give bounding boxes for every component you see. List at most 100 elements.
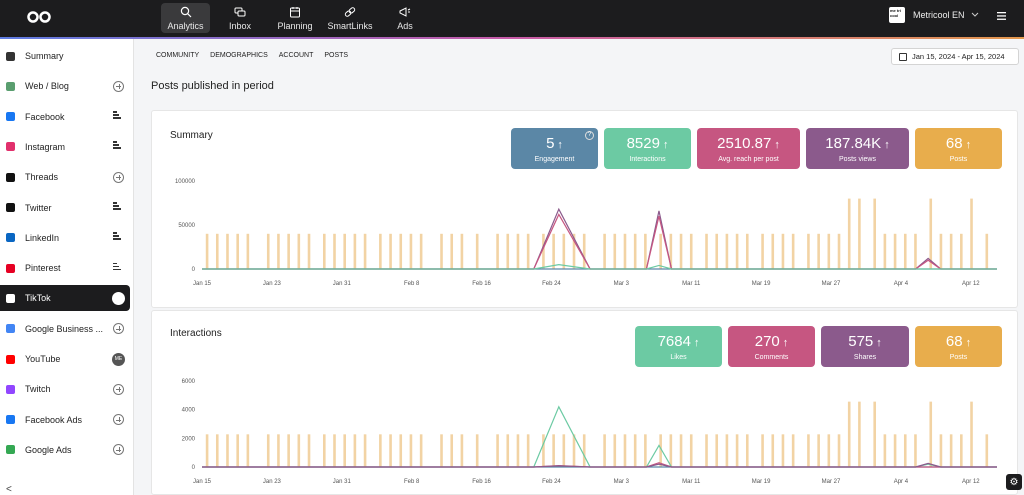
post-bar[interactable]	[333, 434, 336, 467]
post-bar[interactable]	[705, 434, 708, 467]
post-bar[interactable]	[827, 233, 831, 269]
post-bar[interactable]	[389, 233, 392, 269]
nav-ads[interactable]: Ads	[390, 3, 420, 33]
post-bar[interactable]	[669, 233, 673, 269]
sidebar-item-twitter[interactable]: Twitter	[0, 195, 130, 221]
kpi-interactions[interactable]: 8529 ↑ Interactions	[604, 128, 691, 169]
post-bar[interactable]	[353, 434, 357, 467]
post-bar[interactable]	[582, 233, 586, 269]
post-bar[interactable]	[817, 434, 820, 467]
post-bar[interactable]	[297, 233, 301, 269]
stats-bars-icon[interactable]	[113, 202, 124, 213]
account-avatar[interactable]	[112, 291, 125, 305]
post-bar[interactable]	[633, 434, 637, 467]
post-bar[interactable]	[552, 233, 555, 269]
post-bar[interactable]	[460, 434, 464, 467]
post-bar[interactable]	[807, 434, 810, 467]
post-bar[interactable]	[496, 434, 499, 467]
post-bar[interactable]	[516, 434, 520, 467]
post-bar[interactable]	[226, 434, 229, 467]
nav-planning[interactable]: Planning	[272, 3, 318, 33]
post-bar[interactable]	[526, 233, 530, 269]
sidebar-item-threads[interactable]: Threads	[0, 164, 130, 190]
post-bar[interactable]	[582, 434, 586, 467]
post-bar[interactable]	[603, 434, 606, 467]
post-bar[interactable]	[475, 434, 479, 467]
kpi-posts-views[interactable]: 187.84K ↑ Posts views	[806, 128, 909, 169]
post-bar[interactable]	[883, 434, 887, 467]
tab-account[interactable]: ACCOUNT	[278, 52, 314, 59]
post-bar[interactable]	[603, 233, 606, 269]
post-bar[interactable]	[939, 233, 943, 269]
post-bar[interactable]	[287, 233, 290, 269]
sidebar-item-linkedin[interactable]: LinkedIn	[0, 225, 130, 251]
post-bar[interactable]	[307, 233, 311, 269]
post-bar[interactable]	[914, 233, 917, 269]
post-bar[interactable]	[858, 401, 861, 467]
post-bar[interactable]	[613, 233, 617, 269]
sidebar-item-web-blog[interactable]: Web / Blog	[0, 73, 130, 99]
post-bar[interactable]	[343, 434, 346, 467]
post-bar[interactable]	[679, 233, 683, 269]
post-bar[interactable]	[960, 233, 963, 269]
sidebar-item-facebook-ads[interactable]: Facebook Ads	[0, 407, 130, 433]
post-bar[interactable]	[552, 434, 555, 467]
post-bar[interactable]	[781, 233, 785, 269]
post-bar[interactable]	[450, 434, 454, 467]
add-circle-icon[interactable]	[113, 414, 124, 426]
post-bar[interactable]	[689, 233, 693, 269]
post-bar[interactable]	[735, 233, 739, 269]
post-bar[interactable]	[914, 434, 917, 467]
post-bar[interactable]	[572, 434, 576, 467]
post-bar[interactable]	[246, 434, 250, 467]
post-bar[interactable]	[409, 434, 413, 467]
post-bar[interactable]	[827, 434, 831, 467]
post-bar[interactable]	[506, 233, 510, 269]
collapse-sidebar-icon[interactable]: <	[6, 484, 12, 495]
post-bar[interactable]	[409, 233, 413, 269]
post-bar[interactable]	[725, 434, 729, 467]
kpi-avg-reach[interactable]: 2510.87 ↑ Avg. reach per post	[697, 128, 800, 169]
post-bar[interactable]	[266, 434, 270, 467]
post-bar[interactable]	[669, 434, 673, 467]
post-bar[interactable]	[419, 233, 423, 269]
date-range-picker[interactable]: Jan 15, 2024 - Apr 15, 2024	[891, 48, 1019, 65]
post-bar[interactable]	[929, 401, 933, 467]
post-bar[interactable]	[791, 434, 795, 467]
post-bar[interactable]	[679, 434, 683, 467]
nav-inbox[interactable]: Inbox	[220, 3, 260, 33]
kpi-posts[interactable]: 68 ↑ Posts	[915, 128, 1002, 169]
post-bar[interactable]	[644, 233, 647, 269]
post-bar[interactable]	[847, 198, 851, 269]
tab-posts[interactable]: POSTS	[324, 52, 349, 59]
post-bar[interactable]	[526, 434, 530, 467]
post-bar[interactable]	[205, 434, 209, 467]
post-bar[interactable]	[205, 233, 209, 269]
kpi-posts[interactable]: 68 ↑ Posts	[915, 326, 1002, 367]
post-bar[interactable]	[496, 233, 499, 269]
post-bar[interactable]	[817, 233, 820, 269]
post-bar[interactable]	[960, 434, 963, 467]
kpi-comments[interactable]: 270 ↑ Comments	[728, 326, 815, 367]
post-bar[interactable]	[970, 198, 973, 269]
sidebar-item-facebook[interactable]: Facebook	[0, 104, 130, 130]
nav-smartlinks[interactable]: SmartLinks	[326, 3, 374, 33]
sidebar-item-summary[interactable]: Summary	[0, 43, 130, 69]
post-bar[interactable]	[715, 434, 719, 467]
post-bar[interactable]	[761, 434, 764, 467]
post-bar[interactable]	[847, 401, 851, 467]
brand-selector[interactable]: me tri cool Metricool EN	[889, 7, 979, 23]
post-bar[interactable]	[363, 434, 367, 467]
post-bar[interactable]	[287, 434, 290, 467]
post-bar[interactable]	[837, 434, 841, 467]
tab-community[interactable]: COMMUNITY	[156, 52, 200, 59]
settings-gear-icon[interactable]: ⚙	[1006, 474, 1022, 490]
post-bar[interactable]	[705, 233, 708, 269]
post-bar[interactable]	[389, 434, 392, 467]
post-bar[interactable]	[215, 434, 219, 467]
post-bar[interactable]	[659, 233, 662, 269]
menu-icon[interactable]	[997, 12, 1006, 20]
post-bar[interactable]	[837, 233, 841, 269]
kpi-engagement[interactable]: 5 ↑ Engagement ?	[511, 128, 598, 169]
post-bar[interactable]	[562, 233, 566, 269]
